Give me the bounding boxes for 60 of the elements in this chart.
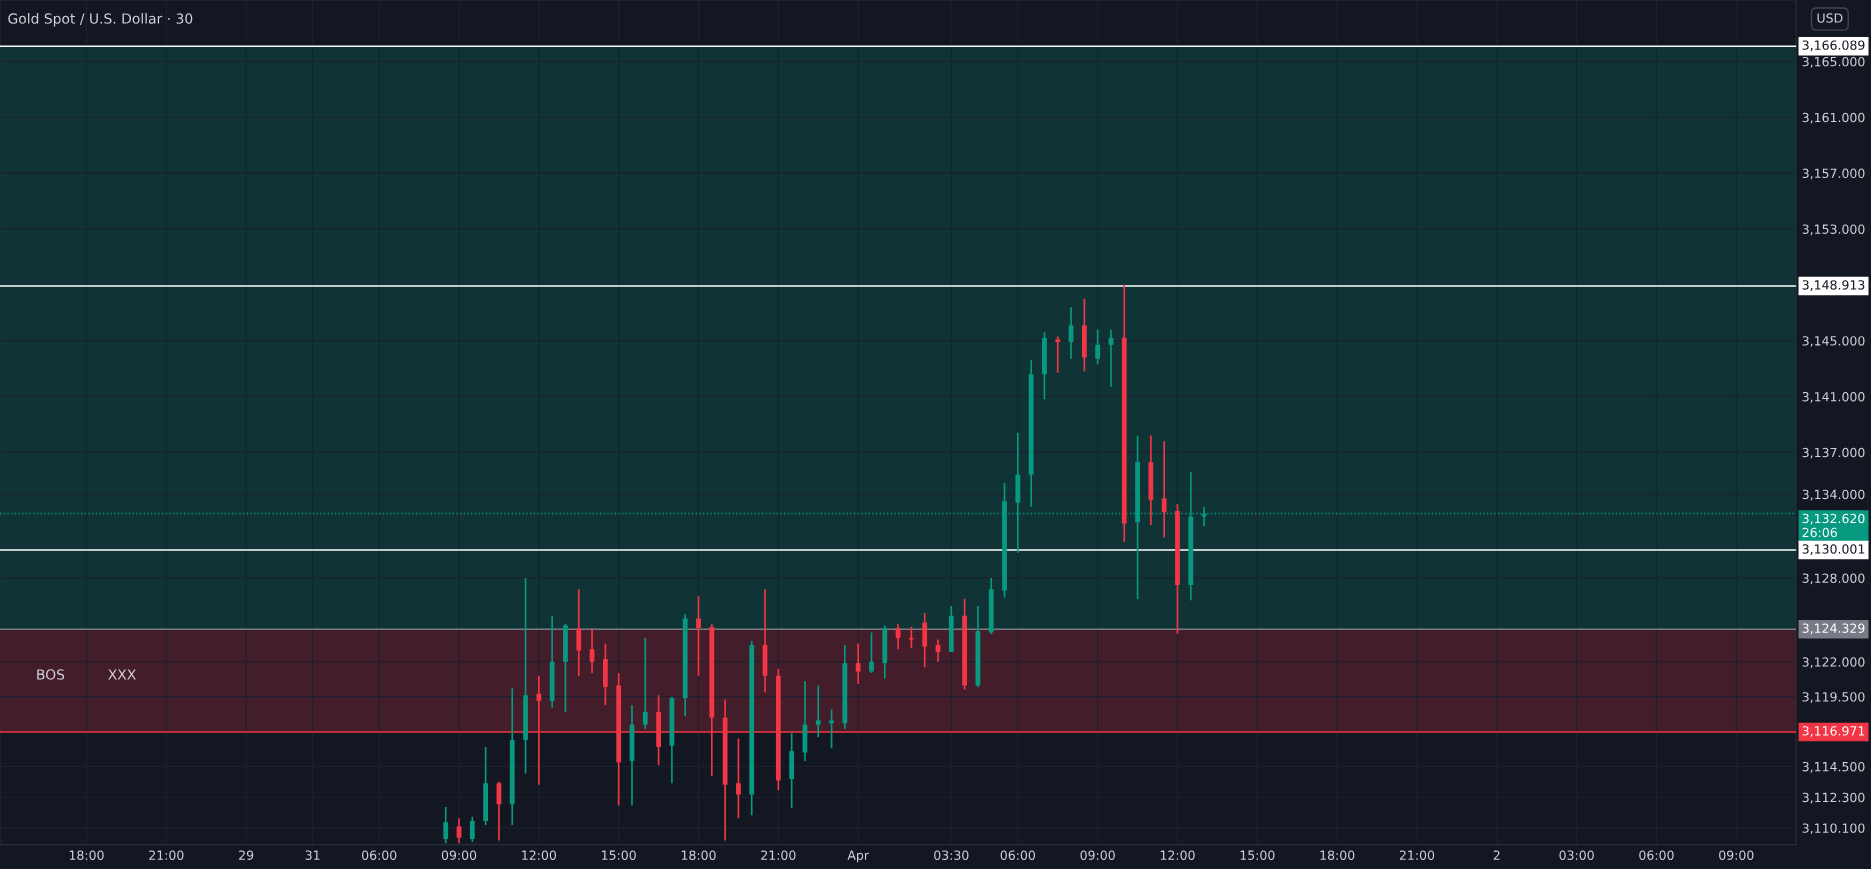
annotation: XXX [108, 669, 136, 680]
y-tick-label: 3,122.000 [1802, 657, 1865, 668]
x-tick-label: 21:00 [761, 850, 796, 860]
x-tick-label: 09:00 [1080, 850, 1115, 860]
x-tick-label: 18:00 [69, 850, 104, 860]
candlestick [576, 588, 582, 677]
y-tick-label: 3,134.000 [1802, 489, 1865, 501]
y-tick-label: 3,114.500 [1802, 761, 1865, 773]
x-tick-label: 09:00 [1719, 850, 1754, 860]
x-tick-label: 03:00 [1559, 850, 1594, 860]
candlestick [922, 612, 928, 669]
candlestick [815, 684, 821, 738]
y-tick-label: 3,141.000 [1802, 391, 1865, 403]
x-tick-label: Apr [847, 850, 869, 863]
candlestick [1095, 328, 1101, 366]
candlestick [736, 737, 741, 819]
candlestick [829, 708, 834, 750]
x-tick-label: 03:30 [934, 850, 969, 860]
y-tick-label: 3,110.100 [1802, 823, 1865, 835]
y-tick-label: 3,145.000 [1802, 336, 1865, 347]
y-tick-label: 3,112.300 [1802, 792, 1865, 804]
x-tick-label: 12:00 [1160, 850, 1195, 860]
x-tick-label: 06:00 [362, 850, 397, 860]
candlestick [642, 637, 648, 730]
x-tick-label: 18:00 [681, 850, 716, 860]
y-axis-title: USD [1817, 13, 1843, 23]
candlestick [855, 642, 861, 685]
x-tick-label: 06:00 [1639, 850, 1674, 860]
candlestick [443, 806, 449, 845]
x-tick-label: 09:00 [441, 850, 477, 860]
ref-line-label: 3,130.001 [1802, 544, 1865, 555]
text: Gold Spot / U.S. Dollar · 30 [8, 13, 193, 27]
x-tick-label: 21:00 [149, 850, 184, 860]
ref-line-label: 3,116.971 [1802, 726, 1865, 737]
candlestick [1055, 335, 1061, 374]
x-tick-label: 12:00 [522, 850, 557, 860]
y-tick-label: 3,137.000 [1802, 447, 1865, 459]
x-tick-label: 31 [305, 850, 320, 860]
x-tick-label: 06:00 [1000, 850, 1036, 860]
y-tick-label: 3,153.000 [1802, 224, 1865, 236]
x-tick-label: 21:00 [1399, 850, 1435, 860]
x-tick-label: 15:00 [1240, 850, 1275, 860]
x-tick-label: 18:00 [1320, 850, 1355, 860]
candlestick [696, 595, 701, 677]
ref-line-label: 3,148.913 [1802, 280, 1865, 291]
y-tick-label: 3,119.500 [1802, 692, 1865, 703]
y-tick-label: 3,157.000 [1802, 168, 1865, 180]
candlestick [469, 815, 475, 843]
y-tick-label: 3,161.000 [1802, 112, 1865, 124]
ref-line-label: 3,166.089 [1802, 40, 1865, 52]
x-tick-label: 29 [239, 850, 254, 860]
candlestick [1161, 440, 1167, 539]
x-tick-label: 15:00 [602, 850, 636, 860]
ref-line-label: 3,124.329 [1802, 623, 1865, 635]
ref-line-label: 3,132.620 26:06 [1802, 513, 1865, 538]
x-tick-label: 2 [1493, 850, 1500, 860]
y-tick-label: 3,165.000 [1802, 56, 1865, 68]
y-tick-label: 3,128.000 [1802, 573, 1865, 585]
candlestick [869, 631, 874, 674]
annotation: BOS [37, 669, 65, 680]
